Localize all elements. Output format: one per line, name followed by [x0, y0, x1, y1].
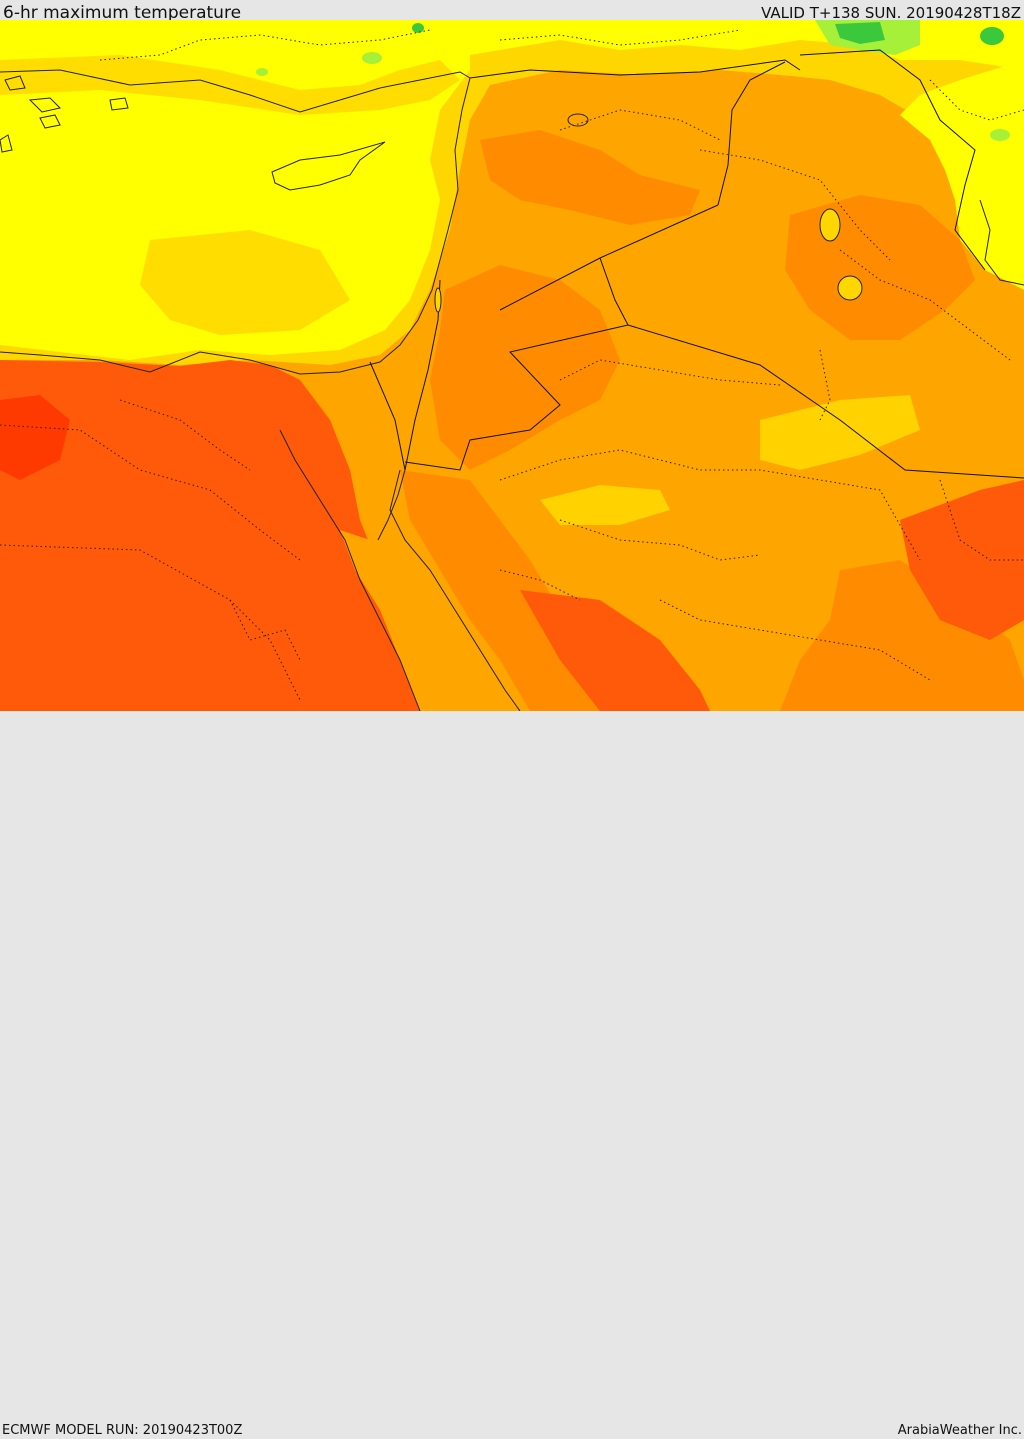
coastline-turkey [0, 69, 471, 113]
province-line [699, 149, 891, 261]
border-syria-iraq [717, 61, 786, 206]
island [39, 114, 61, 129]
brand-label: ArabiaWeather Inc. [897, 1423, 1022, 1438]
field-red-orange-hotspot [0, 395, 70, 480]
coastline-gulf-aqaba [377, 469, 406, 541]
field-gold-turkey-patch [0, 55, 460, 115]
province-line [99, 29, 431, 61]
field-gold-red-sea [340, 530, 460, 711]
province-line [499, 569, 581, 601]
coastlines [0, 69, 1024, 711]
valid-time: VALID T+138 SUN. 20190428T18Z [761, 4, 1021, 22]
field-green-spot [412, 23, 424, 33]
border-egypt-israel [369, 361, 406, 471]
province-line [839, 249, 1011, 361]
field-gold-sea-patch [140, 230, 350, 335]
field-dark-orange-sw [780, 560, 1024, 711]
island [109, 97, 129, 111]
field-green-northeast-core [835, 22, 885, 44]
province-line [119, 399, 251, 471]
coastline-cyprus [271, 141, 386, 191]
lake-tharthar [819, 208, 841, 242]
field-yellow-east [900, 60, 1024, 290]
province-line [659, 599, 931, 681]
field-gold-arabia-patch [540, 485, 670, 525]
border-syria-turkey [469, 59, 801, 79]
header-bar: 6-hr maximum temperature VALID T+138 SUN… [0, 0, 1024, 23]
border-jordan-iraq-saudi [404, 257, 629, 471]
dead-sea [434, 287, 442, 313]
province-line [559, 109, 721, 141]
model-run-label: ECMWF MODEL RUN: 20190423T00Z [2, 1423, 243, 1438]
island [0, 134, 13, 153]
coastline-red-sea-east [389, 469, 521, 711]
border-iraq-iran [799, 49, 986, 271]
map-canvas [0, 20, 1024, 711]
field-red-orange-southeast [900, 480, 1024, 640]
aegean-islands [0, 75, 129, 153]
field-green-spot [362, 52, 382, 64]
province-line [0, 424, 301, 561]
footer-bar: ECMWF MODEL RUN: 20190423T00Z ArabiaWeat… [0, 711, 1024, 1438]
field-green-spot [256, 68, 268, 76]
province-line [499, 449, 921, 561]
field-dark-orange-syria [480, 130, 700, 225]
lake-razazah [837, 275, 863, 301]
country-borders [369, 49, 1024, 479]
province-line [939, 479, 1024, 561]
field-green-spot [990, 129, 1010, 141]
island [4, 75, 26, 91]
border-iraq-saudi [627, 324, 1024, 479]
temperature-map [0, 20, 1024, 711]
field-red-orange-arabia [520, 590, 710, 711]
island [28, 97, 61, 113]
province-line [819, 349, 831, 421]
map-title: 6-hr maximum temperature [3, 3, 242, 23]
field-green-spot [980, 27, 1004, 45]
coastline-levant [0, 77, 471, 375]
coastline-persian-gulf [979, 199, 1024, 286]
coastline-red-sea-west [279, 429, 421, 711]
lake-assad [567, 113, 589, 127]
field-gold-arabia-patch [760, 395, 920, 470]
province-boundaries [0, 29, 1024, 701]
